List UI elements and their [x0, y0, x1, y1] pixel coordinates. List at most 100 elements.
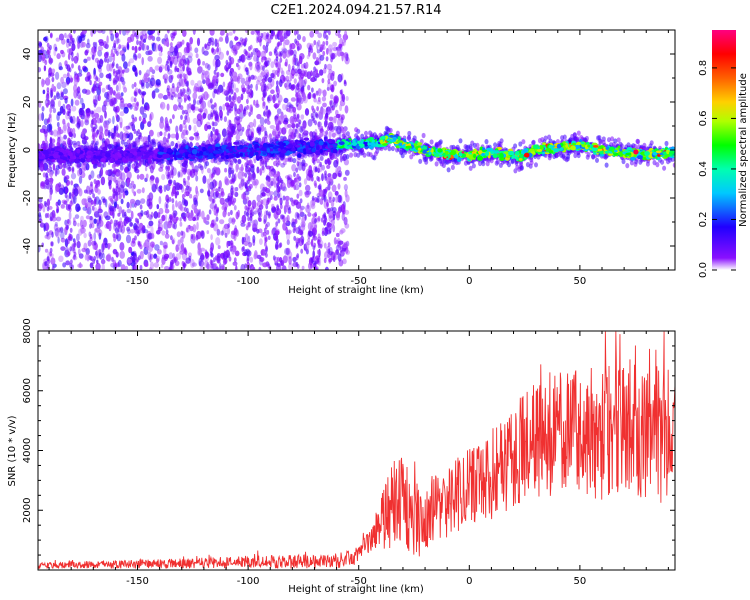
- spectrogram-noise-cell: [140, 35, 143, 41]
- spectrogram-noise-cell: [93, 178, 97, 185]
- spectrogram-noise-cell: [234, 187, 239, 192]
- spectrogram-noise-cell: [248, 76, 251, 82]
- spectrogram-noise-cell: [211, 83, 215, 89]
- spectrogram-noise-cell: [192, 105, 196, 113]
- spectrogram-noise-cell: [215, 237, 221, 246]
- spectrogram-noise-cell: [279, 242, 283, 248]
- spectrogram-noise-cell: [101, 241, 106, 251]
- spectrogram-noise-cell: [218, 51, 224, 61]
- spectrogram-noise-cell: [52, 163, 56, 171]
- spectrogram-noise-cell: [280, 50, 283, 56]
- spectrogram-noise-cell: [259, 168, 263, 176]
- spectrogram-noise-cell: [96, 259, 99, 264]
- spectrogram-noise-cell: [285, 69, 291, 76]
- spectrogram-ridge-cell: [429, 139, 434, 145]
- spectrogram-noise-cell: [310, 203, 316, 210]
- spectrogram-noise-cell: [175, 253, 182, 260]
- spectrogram-noise-cell: [203, 91, 209, 101]
- spectrogram-noise-cell: [240, 164, 244, 173]
- spectrogram-noise-cell: [150, 225, 154, 235]
- spectrogram-noise-cell: [127, 36, 132, 43]
- spectrogram-noise-cell: [183, 262, 186, 268]
- spectrogram-noise-cell: [190, 211, 194, 219]
- spectrogram-noise-cell: [308, 47, 311, 53]
- spectrogram-noise-cell: [332, 41, 338, 47]
- spectrogram-noise-cell: [115, 234, 119, 240]
- spectrogram-noise-cell: [65, 63, 69, 70]
- spectrogram-noise-cell: [219, 197, 225, 205]
- spectrogram-noise-cell: [294, 38, 297, 44]
- spectrogram-noise-cell: [159, 240, 163, 246]
- spectrogram-noise-cell: [193, 98, 196, 106]
- spectrogram-noise-cell: [56, 92, 61, 100]
- spectrogram-noise-cell: [272, 255, 276, 261]
- spectrogram-noise-cell: [60, 246, 66, 252]
- spectrogram-noise-cell: [143, 242, 147, 249]
- spectrogram-noise-cell: [158, 196, 162, 205]
- spectrogram-noise-cell: [199, 188, 204, 194]
- spectrogram-noise-cell: [189, 193, 193, 199]
- spectrogram-noise-cell: [107, 118, 112, 124]
- spectrogram-noise-cell: [109, 98, 114, 107]
- spectrogram-noise-cell: [112, 61, 115, 67]
- spectrogram-noise-cell: [132, 102, 136, 108]
- spectrogram-noise-cell: [269, 194, 273, 200]
- spectrogram-noise-cell: [121, 69, 125, 74]
- spectrogram-ridge-cell: [66, 164, 71, 170]
- spectrogram-noise-cell: [276, 256, 280, 262]
- spectrogram-noise-cell: [189, 225, 194, 232]
- spectrogram-noise-cell: [322, 102, 327, 108]
- spectrogram-noise-cell: [71, 63, 74, 69]
- spectrogram-noise-cell: [149, 129, 154, 137]
- spectrogram-noise-cell: [119, 217, 122, 223]
- spectrogram-noise-cell: [320, 217, 324, 223]
- spectrogram-noise-cell: [163, 221, 169, 230]
- spectrogram-ridge-cell: [407, 130, 412, 137]
- spectrogram-noise-cell: [316, 249, 320, 255]
- spectrogram-noise-cell: [283, 117, 289, 123]
- spectrogram-noise-cell: [186, 207, 189, 213]
- spectrogram-noise-cell: [148, 244, 153, 253]
- spectrogram-noise-cell: [193, 82, 199, 92]
- spectrogram-noise-cell: [179, 221, 183, 227]
- spectrogram-noise-cell: [256, 166, 260, 174]
- spectrogram-noise-cell: [329, 100, 332, 106]
- spectrogram-noise-cell: [321, 230, 325, 236]
- spectrogram-noise-cell: [56, 129, 62, 135]
- spectrogram-noise-cell: [71, 37, 75, 44]
- spectrogram-noise-cell: [176, 191, 179, 196]
- spectrogram-noise-cell: [99, 219, 104, 227]
- spectrogram-noise-cell: [325, 40, 329, 46]
- spectrogram-noise-cell: [157, 212, 161, 218]
- spectrogram-noise-cell: [73, 195, 77, 204]
- spectrogram-noise-cell: [161, 174, 166, 181]
- spectrogram-noise-cell: [67, 251, 71, 257]
- spectrogram-noise-cell: [280, 34, 284, 42]
- spectrogram-noise-cell: [139, 214, 142, 220]
- spectrogram-noise-cell: [132, 64, 137, 72]
- spectrogram-noise-cell: [202, 112, 207, 119]
- spectrogram-noise-cell: [311, 176, 314, 182]
- spectrogram-noise-cell: [234, 43, 240, 51]
- spectrogram-noise-cell: [202, 61, 206, 66]
- spectrogram-noise-cell: [312, 117, 316, 124]
- spectrogram-noise-cell: [190, 233, 194, 240]
- spectrogram-noise-cell: [298, 182, 302, 188]
- spectrogram-ridge-cell: [407, 135, 411, 142]
- spectrogram-noise-cell: [101, 243, 105, 253]
- spectrogram-noise-cell: [102, 41, 108, 48]
- spectrogram-noise-cell: [66, 72, 70, 78]
- spectrogram-noise-cell: [134, 91, 138, 97]
- spectrogram-ridge-cell: [547, 155, 552, 161]
- spectrogram-noise-cell: [300, 248, 304, 254]
- spectrogram-noise-cell: [105, 170, 109, 176]
- spectrogram-noise-cell: [230, 240, 233, 246]
- spectrogram-noise-cell: [175, 200, 178, 208]
- spectrogram-ridge-cell: [520, 165, 524, 171]
- spectrogram-noise-cell: [335, 232, 340, 238]
- spectrogram-noise-cell: [49, 100, 56, 109]
- spectrogram-noise-cell: [247, 235, 251, 245]
- spectrogram-ridge-cell: [621, 158, 626, 165]
- spectrogram-noise-cell: [47, 167, 50, 173]
- spectrogram-noise-cell: [53, 95, 57, 101]
